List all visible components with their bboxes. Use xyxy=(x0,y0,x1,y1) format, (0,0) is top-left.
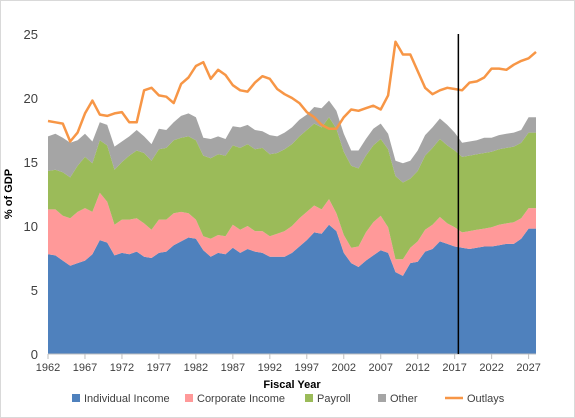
x-axis-title: Fiscal Year xyxy=(263,379,321,391)
legend-label: Corporate Income xyxy=(197,393,285,405)
legend-label: Outlays xyxy=(467,393,505,405)
x-tick-label: 2022 xyxy=(479,362,503,374)
legend-swatch xyxy=(378,394,386,402)
x-tick-label: 1982 xyxy=(184,362,208,374)
legend-swatch xyxy=(185,394,193,402)
x-tick-label: 1987 xyxy=(221,362,245,374)
y-axis-title: % of GDP xyxy=(3,169,15,219)
x-tick-label: 1972 xyxy=(110,362,134,374)
legend: Individual Income Corporate Income Payroll… xyxy=(72,393,505,405)
x-tick-label: 1997 xyxy=(295,362,319,374)
legend-swatch xyxy=(305,394,313,402)
y-tick-label: 20 xyxy=(24,91,38,106)
x-tick-label: 1977 xyxy=(147,362,171,374)
legend-label: Other xyxy=(390,393,418,405)
x-tick-label: 2007 xyxy=(368,362,392,374)
x-tick-label: 2017 xyxy=(442,362,466,374)
x-axis-ticks: 1962 1967 1972 1977 1982 1987 1992 1997 2002 2007… xyxy=(36,354,541,374)
area-corporate-income xyxy=(48,192,536,276)
y-tick-label: 10 xyxy=(24,219,38,234)
stacked-areas xyxy=(48,100,536,354)
x-tick-label: 2002 xyxy=(332,362,356,374)
x-tick-label: 1962 xyxy=(36,362,60,374)
x-tick-label: 2012 xyxy=(405,362,429,374)
y-tick-label: 5 xyxy=(31,283,38,298)
x-tick-label: 1992 xyxy=(258,362,282,374)
y-axis-ticks: 0 5 10 15 20 25 xyxy=(24,27,38,362)
area-payroll xyxy=(48,117,536,260)
y-tick-label: 25 xyxy=(24,27,38,42)
outlays-line xyxy=(47,40,537,143)
x-tick-label: 1967 xyxy=(73,362,97,374)
area-individual-income xyxy=(48,224,536,354)
y-tick-label: 0 xyxy=(31,347,38,362)
y-tick-label: 15 xyxy=(24,155,38,170)
legend-swatch xyxy=(72,394,80,402)
legend-label: Payroll xyxy=(317,393,351,405)
legend-label: Individual Income xyxy=(84,393,170,405)
x-tick-label: 2027 xyxy=(516,362,540,374)
area-other xyxy=(48,100,536,183)
